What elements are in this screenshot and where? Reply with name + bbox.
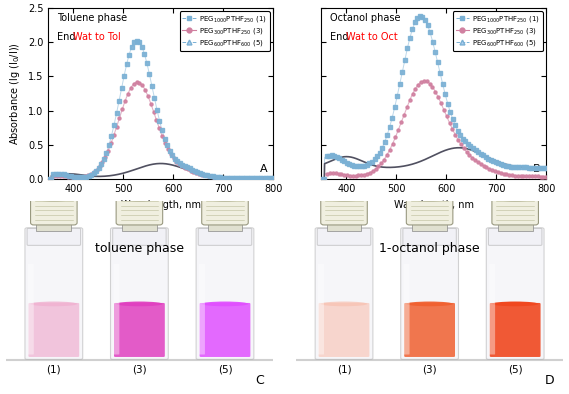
X-axis label: Wavelength, nm: Wavelength, nm [121, 200, 201, 210]
Bar [208, 222, 242, 231]
Ellipse shape [205, 195, 245, 201]
Text: (5): (5) [218, 364, 232, 374]
Text: D: D [545, 374, 555, 387]
FancyBboxPatch shape [404, 303, 455, 357]
FancyBboxPatch shape [116, 196, 163, 225]
FancyBboxPatch shape [202, 196, 248, 225]
FancyBboxPatch shape [113, 229, 166, 245]
FancyBboxPatch shape [318, 264, 324, 355]
Text: A: A [259, 164, 267, 174]
Ellipse shape [410, 195, 450, 201]
Text: (3): (3) [422, 364, 437, 374]
Text: (1): (1) [337, 364, 351, 374]
FancyBboxPatch shape [28, 303, 79, 357]
FancyBboxPatch shape [110, 228, 168, 359]
FancyBboxPatch shape [492, 196, 538, 225]
Text: Wat to Oct: Wat to Oct [346, 32, 398, 42]
Ellipse shape [492, 301, 539, 306]
Ellipse shape [495, 195, 535, 201]
Ellipse shape [34, 195, 74, 201]
FancyBboxPatch shape [196, 228, 254, 359]
Text: B: B [533, 164, 541, 174]
FancyBboxPatch shape [489, 264, 495, 355]
FancyBboxPatch shape [27, 229, 81, 245]
FancyBboxPatch shape [321, 196, 367, 225]
Text: Wat to Tol: Wat to Tol [73, 32, 121, 42]
Text: (5): (5) [508, 364, 522, 374]
Text: C: C [255, 374, 264, 387]
Text: End: End [331, 32, 352, 42]
FancyBboxPatch shape [490, 303, 541, 357]
FancyBboxPatch shape [403, 264, 410, 355]
Text: Octanol phase: Octanol phase [331, 13, 401, 23]
Text: (1): (1) [47, 364, 61, 374]
Ellipse shape [119, 195, 159, 201]
FancyBboxPatch shape [25, 228, 83, 359]
Bar [498, 222, 533, 231]
Ellipse shape [324, 195, 364, 201]
FancyBboxPatch shape [488, 229, 542, 245]
FancyBboxPatch shape [200, 303, 250, 357]
FancyBboxPatch shape [114, 303, 165, 357]
Bar [36, 222, 71, 231]
Legend: PEG$_{1000}$PTHF$_{250}$ (1), PEG$_{300}$PTHF$_{250}$ (3), PEG$_{600}$PTHF$_{600: PEG$_{1000}$PTHF$_{250}$ (1), PEG$_{300}… [180, 11, 270, 51]
FancyBboxPatch shape [401, 228, 459, 359]
FancyBboxPatch shape [486, 228, 544, 359]
Text: toluene phase: toluene phase [95, 242, 184, 255]
Ellipse shape [201, 301, 249, 306]
Text: (3): (3) [132, 364, 147, 374]
FancyBboxPatch shape [113, 264, 119, 355]
FancyBboxPatch shape [199, 264, 205, 355]
Y-axis label: Absorbance (lg (I$_0$/I)): Absorbance (lg (I$_0$/I)) [9, 42, 22, 145]
Bar [412, 222, 447, 231]
Legend: PEG$_{1000}$PTHF$_{250}$ (1), PEG$_{300}$PTHF$_{250}$ (3), PEG$_{600}$PTHF$_{600: PEG$_{1000}$PTHF$_{250}$ (1), PEG$_{300}… [453, 11, 543, 51]
Ellipse shape [30, 301, 77, 306]
FancyBboxPatch shape [406, 196, 453, 225]
FancyBboxPatch shape [28, 264, 34, 355]
Ellipse shape [406, 301, 453, 306]
Ellipse shape [116, 301, 163, 306]
Bar [122, 222, 157, 231]
FancyBboxPatch shape [315, 228, 373, 359]
Text: End: End [57, 32, 79, 42]
Text: Toluene phase: Toluene phase [57, 13, 127, 23]
FancyBboxPatch shape [319, 303, 369, 357]
FancyBboxPatch shape [403, 229, 456, 245]
Bar [327, 222, 361, 231]
FancyBboxPatch shape [318, 229, 371, 245]
Ellipse shape [320, 301, 368, 306]
FancyBboxPatch shape [198, 229, 251, 245]
Text: 1-octanol phase: 1-octanol phase [380, 242, 480, 255]
X-axis label: Wavelength, nm: Wavelength, nm [394, 200, 474, 210]
FancyBboxPatch shape [31, 196, 77, 225]
